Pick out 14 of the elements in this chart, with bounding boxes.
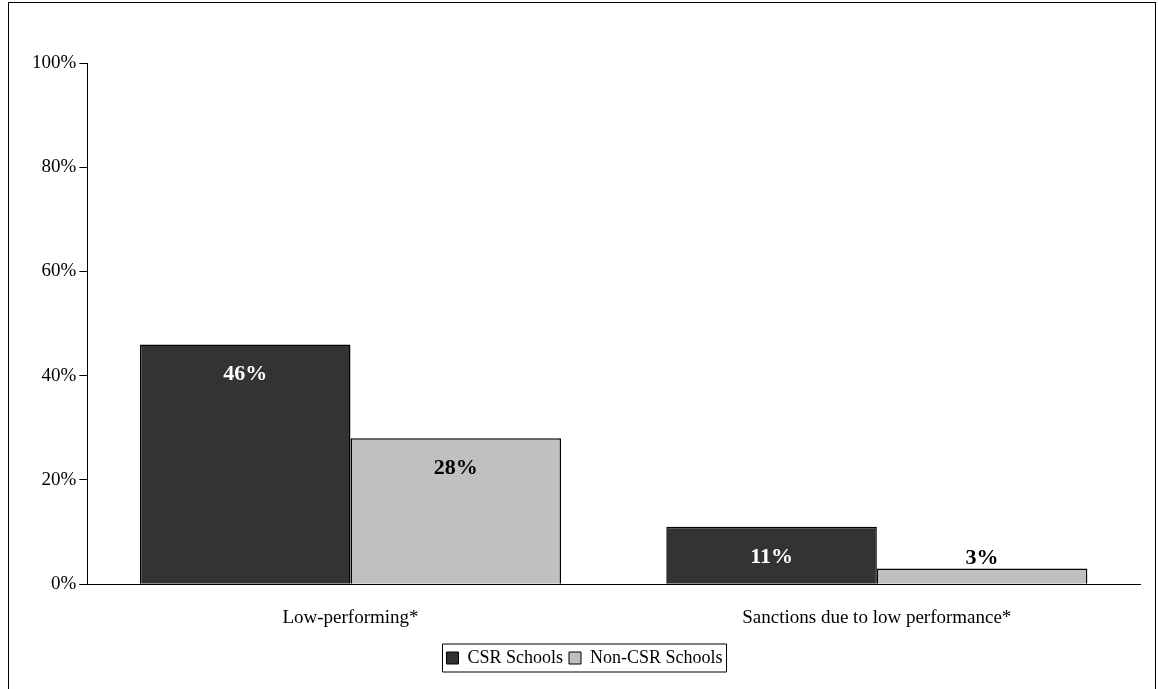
- data-label: 11%: [750, 542, 793, 568]
- data-label: 28%: [433, 453, 478, 479]
- y-tick-label: 40%: [41, 363, 77, 385]
- legend-label: Non-CSR Schools: [590, 646, 723, 667]
- data-label: 46%: [223, 360, 268, 386]
- y-tick-label: 60%: [41, 259, 77, 281]
- y-tick-label: 100%: [32, 50, 77, 72]
- y-tick-label: 0%: [51, 572, 77, 594]
- legend-label: CSR Schools: [467, 646, 564, 667]
- x-tick-label: Low-performing*: [282, 605, 419, 627]
- y-tick-label: 20%: [41, 467, 77, 489]
- data-label: 3%: [965, 544, 999, 570]
- y-tick-label: 80%: [41, 155, 77, 177]
- x-tick-label: Sanctions due to low performance*: [742, 605, 1012, 627]
